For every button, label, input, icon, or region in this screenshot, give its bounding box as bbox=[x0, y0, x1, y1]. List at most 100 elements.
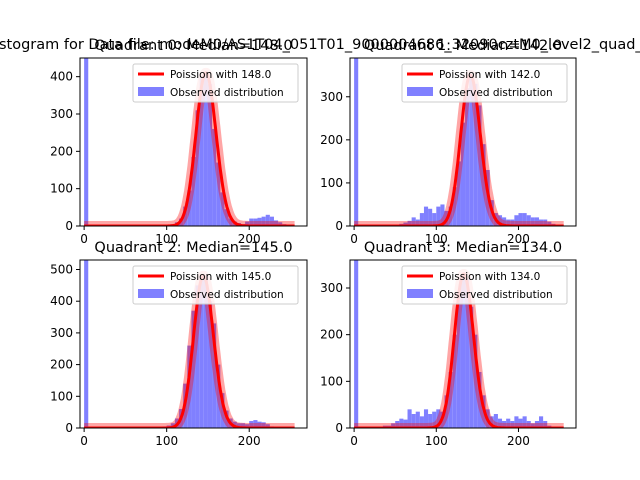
histogram-bar bbox=[265, 214, 270, 226]
histogram-bar bbox=[354, 58, 359, 226]
histogram-bar bbox=[253, 218, 258, 226]
histogram-bar bbox=[465, 88, 470, 226]
histogram-bar bbox=[183, 206, 188, 226]
histogram-bar bbox=[477, 372, 482, 428]
histogram-bar bbox=[506, 418, 511, 428]
x-tick-label: 100 bbox=[155, 434, 178, 448]
histogram-bar bbox=[203, 72, 208, 226]
histogram-bar bbox=[502, 421, 507, 428]
histogram-bar bbox=[224, 209, 229, 226]
legend-box bbox=[401, 63, 568, 103]
axes-frame bbox=[349, 57, 577, 227]
histogram-bar bbox=[448, 372, 453, 428]
histogram-bar bbox=[199, 76, 204, 226]
x-tick-label: 0 bbox=[80, 434, 88, 448]
x-tick-label: 100 bbox=[155, 232, 178, 246]
histogram-bar bbox=[444, 395, 449, 428]
histogram-bar bbox=[460, 122, 466, 226]
histogram-bar bbox=[526, 215, 531, 226]
histogram-bar bbox=[514, 215, 519, 226]
histogram-bar bbox=[534, 421, 540, 428]
legend-hist-label: Observed distribution bbox=[439, 87, 553, 99]
histogram-bar bbox=[543, 421, 548, 428]
poisson-fit-line bbox=[83, 274, 296, 428]
legend-hist-label: Observed distribution bbox=[170, 87, 284, 99]
histogram-bar bbox=[395, 421, 400, 428]
legend-hist-swatch bbox=[138, 289, 164, 298]
poisson-fit-line bbox=[83, 71, 296, 226]
histogram-bar bbox=[440, 204, 445, 226]
histogram-bar bbox=[547, 221, 552, 226]
histogram-bar bbox=[245, 221, 250, 226]
legend-box bbox=[132, 265, 299, 305]
histogram-bar bbox=[207, 301, 213, 428]
y-tick-label: 500 bbox=[50, 263, 73, 277]
histogram-bar bbox=[456, 161, 461, 226]
histogram-bar bbox=[191, 310, 196, 428]
legend: Poission with 148.0 Observed distribution bbox=[132, 63, 299, 103]
histogram-bar bbox=[448, 206, 453, 226]
histogram-bar bbox=[187, 345, 192, 428]
legend-fit-label: Poission with 145.0 bbox=[170, 271, 271, 283]
y-tick-label: 0 bbox=[335, 219, 343, 233]
legend-hist-label: Observed distribution bbox=[439, 289, 553, 301]
quadrant-title: Quadrant 0: Median=148.0 bbox=[94, 38, 292, 54]
histogram-bar bbox=[456, 292, 461, 428]
histogram-bar bbox=[460, 274, 466, 428]
y-tick-label: 0 bbox=[335, 421, 343, 435]
histogram-bar bbox=[423, 409, 429, 428]
histogram-bar bbox=[419, 416, 424, 428]
histogram-bar bbox=[220, 192, 225, 226]
histogram-bar bbox=[411, 217, 416, 226]
y-tick-label: 300 bbox=[50, 107, 73, 121]
histogram-bar bbox=[477, 105, 482, 226]
y-tick-label: 300 bbox=[50, 326, 73, 340]
histogram-bar bbox=[539, 416, 544, 428]
legend: Poission with 134.0 Observed distribution bbox=[401, 265, 568, 305]
histogram-bar bbox=[261, 422, 266, 428]
histogram-bar bbox=[473, 334, 478, 428]
histogram-bar bbox=[510, 421, 515, 428]
y-tick-label: 300 bbox=[320, 90, 343, 104]
histogram-bar bbox=[212, 323, 217, 428]
histogram-bar bbox=[514, 416, 519, 428]
histogram-bar bbox=[452, 334, 457, 428]
histogram-bar bbox=[195, 110, 200, 226]
histogram-bar bbox=[265, 424, 270, 428]
legend-box bbox=[401, 265, 568, 305]
x-tick-label: 200 bbox=[238, 434, 261, 448]
histogram-bar bbox=[436, 206, 441, 226]
y-tick-label: 200 bbox=[320, 328, 343, 342]
quadrant-title: Quadrant 2: Median=145.0 bbox=[94, 240, 292, 256]
legend-fit-label: Poission with 148.0 bbox=[170, 69, 271, 81]
histogram-bar bbox=[391, 423, 396, 428]
y-tick-label: 400 bbox=[50, 294, 73, 308]
histogram-bar bbox=[403, 419, 408, 428]
legend-fit-label: Poission with 134.0 bbox=[439, 271, 540, 283]
histogram-bar bbox=[530, 423, 535, 428]
histogram-bar bbox=[497, 418, 503, 428]
histogram-bar bbox=[415, 411, 420, 428]
histogram-bar bbox=[432, 213, 437, 226]
histogram-bar bbox=[249, 218, 254, 226]
legend-fit-label: Poission with 142.0 bbox=[439, 69, 540, 81]
histogram-bar bbox=[493, 414, 498, 428]
histogram-bar bbox=[497, 215, 503, 226]
histogram-bar bbox=[84, 58, 89, 226]
histogram-bar bbox=[510, 219, 515, 226]
legend-hist-swatch bbox=[407, 87, 433, 96]
histogram-bar bbox=[543, 219, 548, 226]
axes-frame bbox=[349, 259, 577, 429]
histogram-bar bbox=[216, 364, 221, 428]
histogram-bar bbox=[257, 217, 262, 226]
legend-hist-swatch bbox=[138, 87, 164, 96]
histogram-bar bbox=[278, 222, 283, 226]
histogram-bar bbox=[518, 418, 523, 428]
histogram-bar bbox=[432, 411, 437, 428]
histogram-bar bbox=[428, 208, 433, 226]
quadrant-3-panel: 0 100 200 0 100 200 300 Quadrant 3: Median=134.… bbox=[320, 240, 577, 448]
x-tick-label: 200 bbox=[507, 232, 530, 246]
histogram-bar bbox=[522, 416, 527, 428]
x-tick-label: 200 bbox=[507, 434, 530, 448]
histogram-bar bbox=[269, 216, 274, 226]
